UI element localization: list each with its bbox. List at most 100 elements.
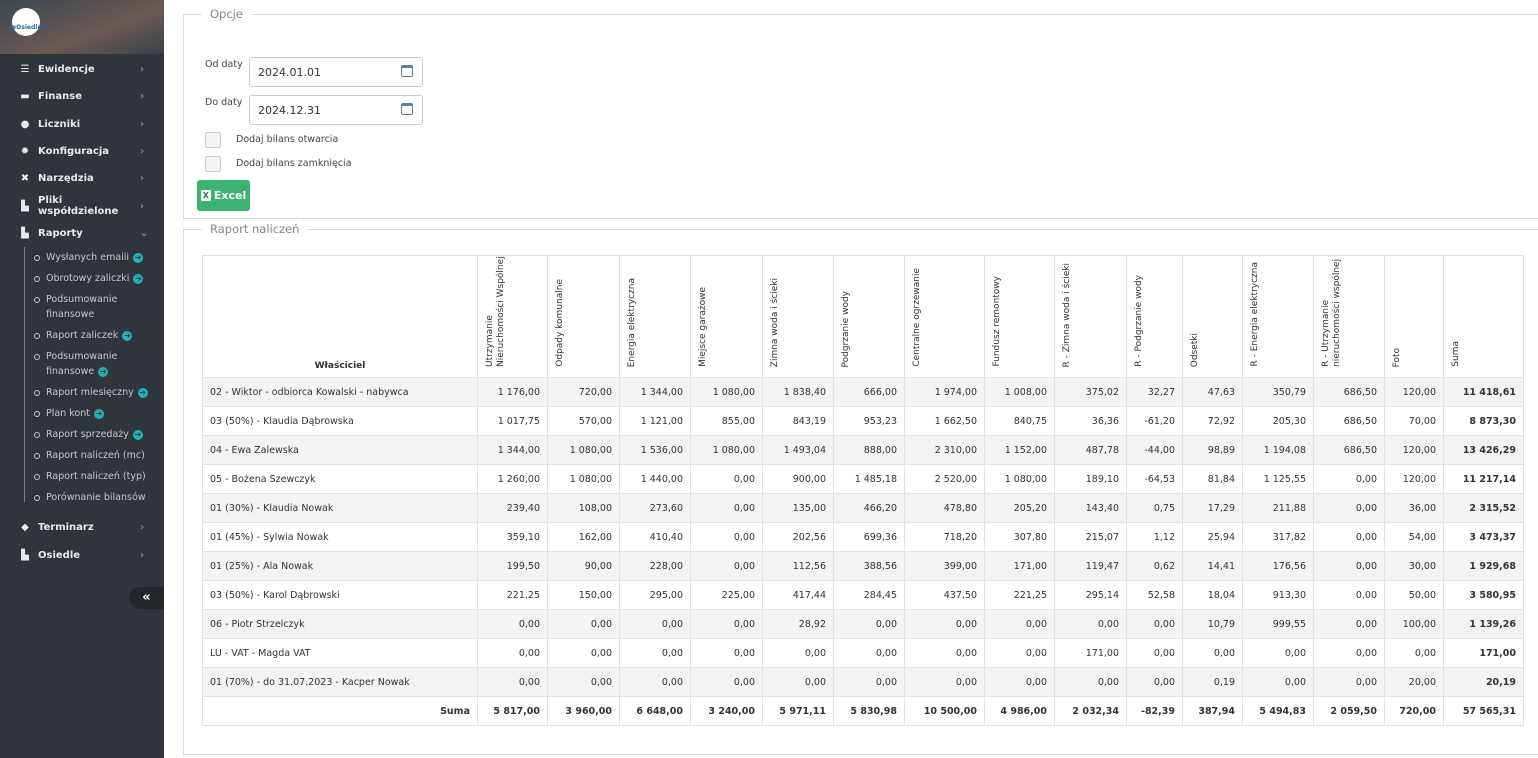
sidebar-item-konfiguracja[interactable]: ✹ Konfiguracja › [0, 138, 164, 165]
table-row: 05 - Bożena Szewczyk 1 260,00 1 080,00 1 44… [202, 464, 1524, 494]
value-cell: -44,00 [1126, 435, 1183, 465]
value-cell: 410,40 [619, 522, 691, 552]
opening-balance-checkbox[interactable] [205, 132, 221, 148]
sidebar-item-narzędzia[interactable]: ✖ Narzędzia › [0, 165, 164, 192]
value-cell: 120,00 [1384, 435, 1444, 465]
logo[interactable]: wOsiedle [11, 8, 41, 36]
value-cell: 843,19 [762, 406, 834, 436]
submenu-item[interactable]: Raport zaliczek ➜ [34, 325, 164, 346]
sidebar-item-ewidencje[interactable]: ☰ Ewidencje › [0, 56, 164, 83]
value-cell: 11 217,14 [1443, 464, 1524, 494]
value-cell: 478,80 [904, 493, 985, 523]
total-cell: -82,39 [1126, 696, 1183, 726]
total-cell: 5 971,11 [762, 696, 834, 726]
table-row: LU - VAT - Magda VAT 0,00 0,00 0,00 0,00 0,00… [202, 638, 1524, 668]
submenu-item[interactable]: Raport naliczeń (mc) [34, 445, 164, 466]
excel-icon: X [200, 190, 211, 201]
value-cell: 18,04 [1182, 580, 1243, 610]
arrow-right-circle-icon[interactable]: ➜ [132, 430, 143, 441]
value-cell: 1 344,00 [477, 435, 548, 465]
submenu-item[interactable]: Porównanie bilansów [34, 487, 164, 508]
value-cell: 686,50 [1313, 377, 1385, 407]
table-header-row: Właściciel Utrzymanie Nieruchomości Wspól… [202, 255, 1524, 378]
arrow-right-circle-icon[interactable]: ➜ [133, 274, 144, 285]
value-cell: 205,20 [984, 493, 1055, 523]
submenu-item-label: Podsumowanie finansowe [46, 294, 118, 321]
value-cell: 0,00 [477, 667, 548, 697]
submenu-item[interactable]: Raport naliczeń (typ) [34, 466, 164, 487]
value-cell: 888,00 [833, 435, 905, 465]
from-date-input[interactable]: 2024.01.01 [249, 57, 423, 87]
value-cell: 70,00 [1384, 406, 1444, 436]
arrow-right-circle-icon[interactable]: ➜ [137, 388, 148, 399]
value-cell: 98,89 [1182, 435, 1243, 465]
options-legend: Opcje [210, 7, 243, 21]
total-cell: 387,94 [1182, 696, 1243, 726]
table-row: 01 (30%) - Klaudia Nowak 239,40 108,00 273,… [202, 493, 1524, 523]
closing-balance-checkbox[interactable] [205, 156, 221, 172]
sidebar-item-liczniki[interactable]: ● Liczniki › [0, 111, 164, 138]
value-cell: 350,79 [1242, 377, 1314, 407]
value-cell: 143,40 [1054, 493, 1127, 523]
diamond-icon: ◆ [21, 522, 29, 534]
value-cell: 0,00 [690, 493, 763, 523]
value-cell: 273,60 [619, 493, 691, 523]
column-header-label: Centralne ogrzewanie [912, 268, 922, 367]
arrow-right-circle-icon[interactable]: ➜ [122, 331, 133, 342]
calendar-icon[interactable] [401, 65, 413, 77]
value-cell: 0,00 [984, 609, 1055, 639]
column-header: Centralne ogrzewanie [904, 255, 985, 378]
value-cell: 0,00 [1384, 638, 1444, 668]
value-cell: 221,25 [984, 580, 1055, 610]
submenu-item[interactable]: Raport sprzedaży ➜ [34, 424, 164, 445]
sidebar-item-pliki-współdzielone[interactable]: ▙ Pliki współdzielone › [0, 192, 164, 219]
submenu-item[interactable]: Obrotowy zaliczki ➜ [34, 268, 164, 289]
value-cell: 0,00 [547, 638, 620, 668]
value-cell: 0,00 [1313, 493, 1385, 523]
chevron-right-icon: › [140, 146, 145, 158]
report-legend: Raport naliczeń [210, 222, 300, 236]
value-cell: 20,00 [1384, 667, 1444, 697]
submenu-item[interactable]: Wysłanych emaili ➜ [34, 247, 164, 268]
value-cell: 840,75 [984, 406, 1055, 436]
sidebar-item-finanse[interactable]: ▬ Finanse › [0, 83, 164, 110]
sidebar-item-terminarz[interactable]: ◆ Terminarz › [0, 514, 164, 541]
column-header-label: Odsetki [1190, 332, 1200, 367]
owner-cell: 01 (30%) - Klaudia Nowak [202, 493, 478, 523]
submenu-item[interactable]: Podsumowanie finansowe ➜ [34, 346, 134, 382]
owner-cell: 02 - Wiktor - odbiorca Kowalski - nabywc… [202, 377, 478, 407]
column-header-label: Odpady komunalne [555, 279, 565, 367]
collapse-sidebar-button[interactable]: « [129, 587, 164, 609]
value-cell: 375,02 [1054, 377, 1127, 407]
sidebar-item-osiedle[interactable]: ▙ Osiedle › [0, 541, 164, 568]
value-cell: 1 260,00 [477, 464, 548, 494]
submenu-item[interactable]: Raport miesięczny ➜ [34, 382, 164, 403]
submenu-item-label: Raport naliczeń (typ) [46, 471, 146, 483]
excel-export-button[interactable]: X Excel [197, 180, 250, 211]
total-cell: 3 960,00 [547, 696, 620, 726]
column-header: Odsetki [1182, 255, 1243, 378]
sidebar-item-raporty[interactable]: ▙ Raporty ⌄ [0, 220, 164, 247]
file-report-icon: ▙ [21, 227, 29, 239]
submenu-item[interactable]: Plan kont ➜ [34, 403, 164, 424]
value-cell: 0,00 [690, 609, 763, 639]
submenu-item[interactable]: Podsumowanie finansowe [34, 289, 134, 325]
value-cell: 150,00 [547, 580, 620, 610]
column-header: Zimna woda i ścieki [762, 255, 834, 378]
column-header-label: R - Podgrzanie wody [1134, 275, 1144, 367]
value-cell: 0,00 [904, 667, 985, 697]
value-cell: 855,00 [690, 406, 763, 436]
table-row: 01 (25%) - Ala Nowak 199,50 90,00 228,00 0,0… [202, 551, 1524, 581]
to-date-input[interactable]: 2024.12.31 [249, 95, 423, 125]
value-cell: 0,00 [904, 638, 985, 668]
sidebar: wOsiedle ☰ Ewidencje › ▬ Finanse › ● Liczniki › ✹… [0, 0, 164, 758]
value-cell: 54,00 [1384, 522, 1444, 552]
value-cell: 0,00 [1054, 609, 1127, 639]
arrow-right-circle-icon[interactable]: ➜ [93, 409, 104, 420]
column-header: Miejsce garażowe [690, 255, 763, 378]
value-cell: 10,79 [1182, 609, 1243, 639]
calendar-icon[interactable] [401, 103, 413, 115]
arrow-right-circle-icon[interactable]: ➜ [98, 367, 109, 378]
file-share-icon: ▙ [21, 549, 29, 561]
arrow-right-circle-icon[interactable]: ➜ [133, 253, 144, 264]
